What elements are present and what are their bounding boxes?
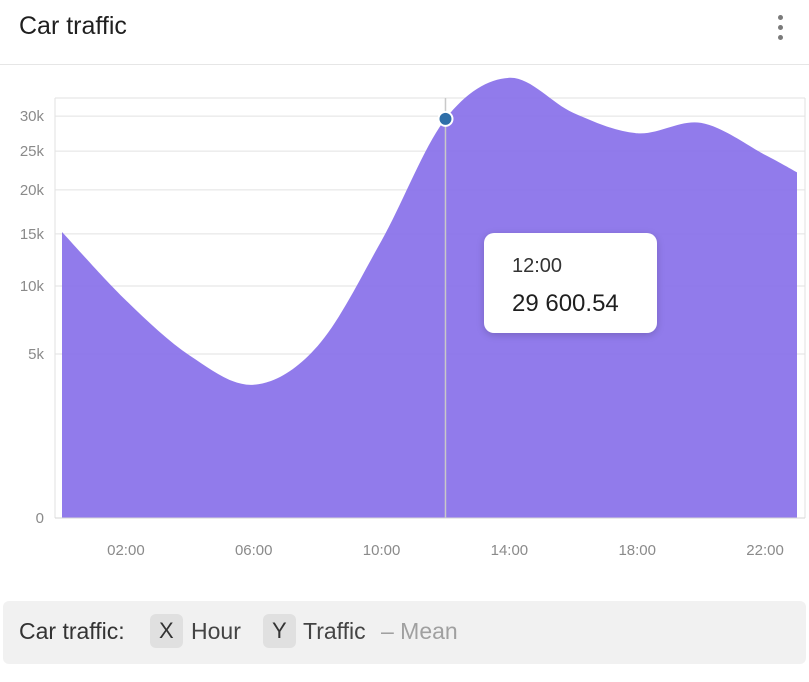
hover-point-marker [437, 110, 454, 127]
y-tick-label: 15k [20, 226, 45, 243]
x-axis-field[interactable]: Hour [191, 618, 241, 644]
y-tick-label: 25k [20, 143, 45, 160]
x-tick-label: 06:00 [235, 542, 273, 559]
chart-area[interactable]: 0 5k 10k 15k 20k 25k 30k 02:00 06:00 10:00 14:00 18… [0, 65, 809, 565]
menu-dot [778, 25, 783, 30]
y-axis-field[interactable]: Traffic [303, 618, 366, 644]
footer-label: Car traffic: [19, 618, 125, 644]
x-axis-chip[interactable]: X [150, 614, 183, 648]
x-tick-label: 18:00 [618, 542, 656, 559]
chart-header: Car traffic [0, 0, 809, 65]
traffic-area [62, 77, 797, 518]
menu-dot [778, 15, 783, 20]
y-axis-chip[interactable]: Y [263, 614, 296, 648]
axis-config-bar: Car traffic: X Hour Y Traffic – Mean [3, 601, 806, 664]
hover-tooltip: 12:00 29 600.54 [484, 233, 657, 333]
y-tick-label: 0 [36, 510, 44, 527]
y-tick-label: 5k [28, 346, 44, 363]
x-tick-label: 22:00 [746, 542, 784, 559]
y-tick-label: 10k [20, 278, 45, 295]
tooltip-time: 12:00 [512, 255, 563, 277]
x-tick-label: 14:00 [491, 542, 529, 559]
kebab-menu-icon[interactable] [768, 12, 792, 44]
tooltip-value: 29 600.54 [512, 290, 619, 317]
area-chart-svg[interactable]: 0 5k 10k 15k 20k 25k 30k 02:00 06:00 10:00 14:00 18… [0, 65, 809, 565]
y-tick-label: 30k [20, 108, 45, 125]
menu-dot [778, 35, 783, 40]
chart-title: Car traffic [19, 12, 127, 40]
y-aggregation: – Mean [381, 618, 458, 644]
y-tick-label: 20k [20, 182, 45, 199]
x-tick-label: 10:00 [363, 542, 401, 559]
x-tick-label: 02:00 [107, 542, 145, 559]
